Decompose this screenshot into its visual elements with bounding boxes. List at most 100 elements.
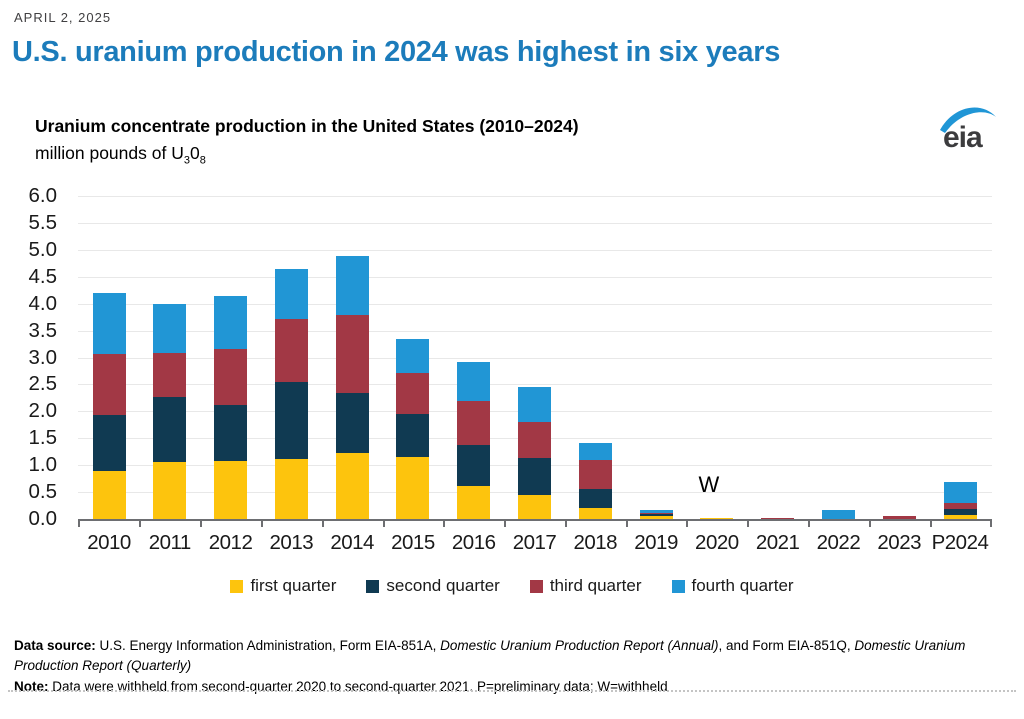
legend-item-first-quarter: first quarter (230, 576, 336, 596)
bar-segment-third-quarter (396, 373, 430, 415)
legend-swatch (230, 579, 244, 593)
bar-segment-fourth-quarter (396, 339, 430, 374)
bar-segment-second-quarter (578, 489, 612, 508)
x-axis-tick (78, 521, 80, 527)
data-source-segment: Data source: (14, 638, 100, 653)
bar-segment-first-quarter (92, 470, 126, 519)
bar-segment-third-quarter (214, 348, 248, 405)
gridline (78, 384, 992, 386)
bar-segment-third-quarter (335, 314, 369, 394)
y-axis-tick-label: 1.0 (28, 453, 58, 477)
chart-legend: first quarter second quarter third quarter… (0, 576, 1024, 596)
bar-segment-first-quarter (518, 495, 551, 519)
data-source-note: Data source: U.S. Energy Information Adm… (14, 636, 1014, 677)
x-axis-line (78, 519, 992, 521)
x-axis-tick (564, 521, 567, 527)
bottom-divider (8, 690, 1016, 692)
x-axis-tick (808, 521, 811, 527)
bar-segment-second-quarter (92, 415, 126, 471)
bar-segment-first-quarter (153, 462, 187, 519)
bar-segment-third-quarter (457, 400, 491, 445)
gridline (78, 276, 992, 278)
x-axis-year-label: 2012 (208, 531, 253, 554)
x-axis-year-label: 2010 (87, 531, 131, 554)
bar-segment-second-quarter (335, 393, 369, 454)
x-axis-tick (139, 521, 142, 527)
bar-segment-fourth-quarter (457, 361, 491, 401)
bar-segment-first-quarter (396, 457, 430, 519)
bar-segment-third-quarter (274, 319, 308, 383)
unit-subscript-8: 8 (199, 154, 206, 167)
y-axis-tick-label: 4.0 (28, 291, 58, 315)
bar-segment-first-quarter (335, 453, 369, 519)
bar-segment-second-quarter (153, 396, 187, 463)
bar-segment-fourth-quarter (518, 387, 551, 423)
x-axis-tick (260, 521, 263, 527)
page-title: U.S. uranium production in 2024 was high… (12, 36, 781, 68)
bar-segment-second-quarter (274, 382, 308, 459)
x-axis-year-label: 2014 (330, 531, 374, 554)
bar-segment-first-quarter (639, 516, 673, 519)
bar-segment-first-quarter (700, 518, 734, 519)
bar-segment-first-quarter (457, 485, 491, 519)
x-axis-year-label: 2018 (573, 531, 618, 554)
x-axis-tick (625, 521, 628, 527)
x-axis-tick (443, 521, 446, 527)
x-axis-tick (929, 521, 932, 527)
bar-segment-third-quarter (518, 422, 551, 458)
withheld-annotation: W (698, 472, 720, 497)
y-axis-tick-label: 3.0 (28, 345, 58, 369)
x-axis-year-label: P2024 (931, 531, 989, 554)
bar-segment-second-quarter (639, 514, 673, 517)
bar-segment-fourth-quarter (92, 292, 126, 355)
note-segment: Data were withheld from second-quarter 2… (52, 678, 668, 694)
x-axis-year-label: 2013 (269, 531, 314, 554)
y-axis-tick-label: 2.5 (28, 372, 58, 396)
unit-subscript-3: 3 (183, 154, 190, 167)
bar-segment-second-quarter (457, 444, 491, 486)
bar-segment-fourth-quarter (639, 510, 673, 513)
x-axis-tick (868, 521, 871, 527)
gridline (78, 303, 992, 305)
legend-label: third quarter (549, 576, 642, 595)
bar-segment-first-quarter (943, 514, 977, 519)
y-axis-tick-label: 0.0 (28, 507, 58, 530)
bar-segment-third-quarter (943, 502, 977, 510)
bar-segment-second-quarter (518, 457, 551, 496)
bar-segment-second-quarter (214, 404, 248, 462)
x-axis-tick (747, 521, 750, 527)
bar-segment-first-quarter (274, 458, 308, 519)
unit-text: million pounds of U (35, 143, 184, 163)
legend-swatch (366, 579, 380, 593)
y-axis-tick-label: 2.0 (28, 399, 58, 423)
eia-logo-icon: eia (940, 107, 996, 154)
data-source-segment: Domestic Uranium Production Report (Annu… (440, 638, 719, 653)
legend-swatch (671, 579, 685, 593)
legend-item-second-quarter: second quarter (366, 576, 500, 596)
y-axis-tick-label: 6.0 (28, 184, 58, 207)
data-source-segment: U.S. Energy Information Administration, … (99, 638, 441, 653)
svg-text:eia: eia (943, 121, 983, 154)
legend-swatch (529, 579, 543, 593)
x-axis-tick (321, 521, 324, 527)
legend-label: second quarter (386, 576, 500, 595)
y-axis-tick-label: 0.5 (28, 480, 58, 504)
y-axis-tick-label: 1.5 (28, 426, 58, 450)
legend-item-fourth-quarter: fourth quarter (671, 576, 794, 596)
bar-segment-fourth-quarter (274, 269, 308, 320)
x-axis-year-label: 2023 (877, 531, 921, 554)
x-axis-tick (990, 521, 992, 527)
x-axis-year-label: 2017 (512, 531, 557, 554)
gridline (78, 357, 992, 359)
bar-segment-second-quarter (943, 509, 977, 515)
bar-segment-third-quarter (92, 354, 126, 416)
y-axis-tick-label: 5.0 (28, 237, 58, 261)
bar-segment-fourth-quarter (578, 442, 612, 460)
legend-label: first quarter (250, 576, 337, 595)
y-axis-tick-label: 3.5 (28, 318, 58, 342)
x-axis-tick (504, 521, 507, 527)
legend-item-third-quarter: third quarter (529, 576, 642, 596)
bar-segment-third-quarter (639, 512, 673, 515)
